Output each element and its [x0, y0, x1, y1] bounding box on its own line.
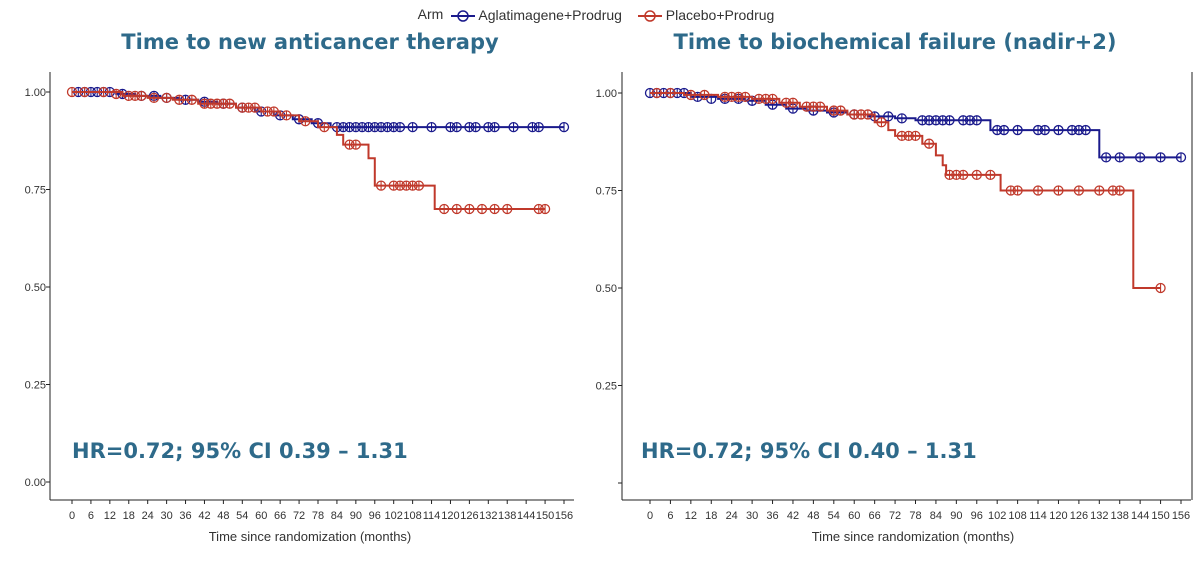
- left-y-tick-label: 1.00: [25, 87, 46, 99]
- left-y-tick-label: 0.75: [25, 185, 46, 197]
- right-x-tick-label: 6: [667, 510, 673, 522]
- right-x-tick-label: 126: [1070, 510, 1088, 522]
- right-x-tick-label: 60: [848, 510, 860, 522]
- right-x-tick-label: 48: [807, 510, 819, 522]
- left-y-tick-label: 0.00: [25, 477, 46, 489]
- left-chart-title: Time to new anticancer therapy: [121, 30, 499, 54]
- legend-label-placebo: Placebo+Prodrug: [665, 7, 775, 24]
- right-x-tick-label: 96: [971, 510, 983, 522]
- legend-label-aglatimagene: Aglatimagene+Prodrug: [478, 7, 622, 24]
- right-x-tick-label: 0: [647, 510, 653, 522]
- right-x-tick-label: 156: [1172, 510, 1190, 522]
- left-x-tick-label: 102: [385, 510, 403, 522]
- right-x-tick-label: 54: [828, 510, 840, 522]
- legend-item-placebo: Placebo+Prodrug: [637, 7, 775, 24]
- right-x-tick-label: 138: [1111, 510, 1129, 522]
- left-placebo-curve: [72, 91, 546, 210]
- left-x-tick-label: 114: [423, 510, 441, 522]
- left-x-tick-label: 132: [479, 510, 497, 522]
- left-x-tick-label: 96: [369, 510, 381, 522]
- left-x-tick-label: 24: [142, 510, 154, 522]
- left-x-tick-label: 30: [160, 510, 172, 522]
- right-x-tick-label: 144: [1131, 510, 1149, 522]
- left-x-tick-label: 108: [403, 510, 421, 522]
- left-x-tick-label: 126: [460, 510, 478, 522]
- right-y-tick-label: 0.25: [596, 381, 617, 393]
- right-x-tick-label: 78: [909, 510, 921, 522]
- left-y-tick-label: 0.50: [25, 282, 46, 294]
- right-y-tick-label: 0.50: [596, 283, 617, 295]
- left-x-tick-label: 144: [517, 510, 535, 522]
- legend-title: Arm: [417, 6, 444, 22]
- right-x-tick-label: 36: [766, 510, 778, 522]
- left-x-tick-label: 72: [293, 510, 305, 522]
- left-x-tick-label: 78: [312, 510, 324, 522]
- left-x-tick-label: 156: [555, 510, 573, 522]
- right-x-tick-label: 90: [950, 510, 962, 522]
- left-hazard-ratio-annotation: HR=0.72; 95% CI 0.39 – 1.31: [72, 439, 408, 463]
- right-x-tick-label: 102: [988, 510, 1006, 522]
- left-x-tick-label: 84: [331, 510, 343, 522]
- left-x-tick-label: 138: [498, 510, 516, 522]
- right-x-tick-label: 66: [869, 510, 881, 522]
- right-x-tick-label: 30: [746, 510, 758, 522]
- right-hazard-ratio-annotation: HR=0.72; 95% CI 0.40 – 1.31: [641, 439, 977, 463]
- left-x-tick-label: 18: [123, 510, 135, 522]
- right-chart-title: Time to biochemical failure (nadir+2): [673, 30, 1117, 54]
- right-x-tick-label: 72: [889, 510, 901, 522]
- left-x-tick-label: 0: [69, 510, 75, 522]
- right-y-tick-label: 1.00: [596, 88, 617, 100]
- right-placebo-curve: [650, 92, 1161, 289]
- legend-key-placebo-icon: [637, 10, 662, 23]
- right-x-tick-label: 120: [1049, 510, 1067, 522]
- right-x-tick-label: 150: [1151, 510, 1169, 522]
- left-x-tick-label: 42: [198, 510, 210, 522]
- left-x-tick-label: 66: [274, 510, 286, 522]
- right-aglatimagene-curve: [650, 92, 1181, 159]
- right-y-tick-label: 0.75: [596, 186, 617, 198]
- left-x-tick-label: 90: [350, 510, 362, 522]
- right-x-tick-label: 108: [1008, 510, 1026, 522]
- left-x-tick-label: 6: [88, 510, 94, 522]
- left-x-tick-label: 12: [104, 510, 116, 522]
- right-x-tick-label: 114: [1029, 510, 1047, 522]
- right-x-tick-label: 24: [726, 510, 738, 522]
- left-x-tick-label: 48: [217, 510, 229, 522]
- left-x-tick-label: 36: [179, 510, 191, 522]
- left-x-tick-label: 60: [255, 510, 267, 522]
- legend-key-aglatimagene-icon: [451, 10, 476, 23]
- left-x-axis-title: Time since randomization (months): [209, 529, 412, 544]
- left-y-tick-label: 0.25: [25, 380, 46, 392]
- right-x-tick-label: 18: [705, 510, 717, 522]
- left-x-tick-label: 150: [536, 510, 554, 522]
- legend-item-aglatimagene: Aglatimagene+Prodrug: [451, 7, 622, 23]
- right-x-tick-label: 12: [685, 510, 697, 522]
- right-x-tick-label: 84: [930, 510, 942, 522]
- left-x-tick-label: 120: [441, 510, 459, 522]
- right-x-axis-title: Time since randomization (months): [812, 529, 1015, 544]
- right-x-tick-label: 42: [787, 510, 799, 522]
- legend: Arm Aglatimagene+Prodrug Placebo+Prodrug: [0, 6, 1200, 23]
- right-x-tick-label: 132: [1090, 510, 1108, 522]
- left-x-tick-label: 54: [236, 510, 248, 522]
